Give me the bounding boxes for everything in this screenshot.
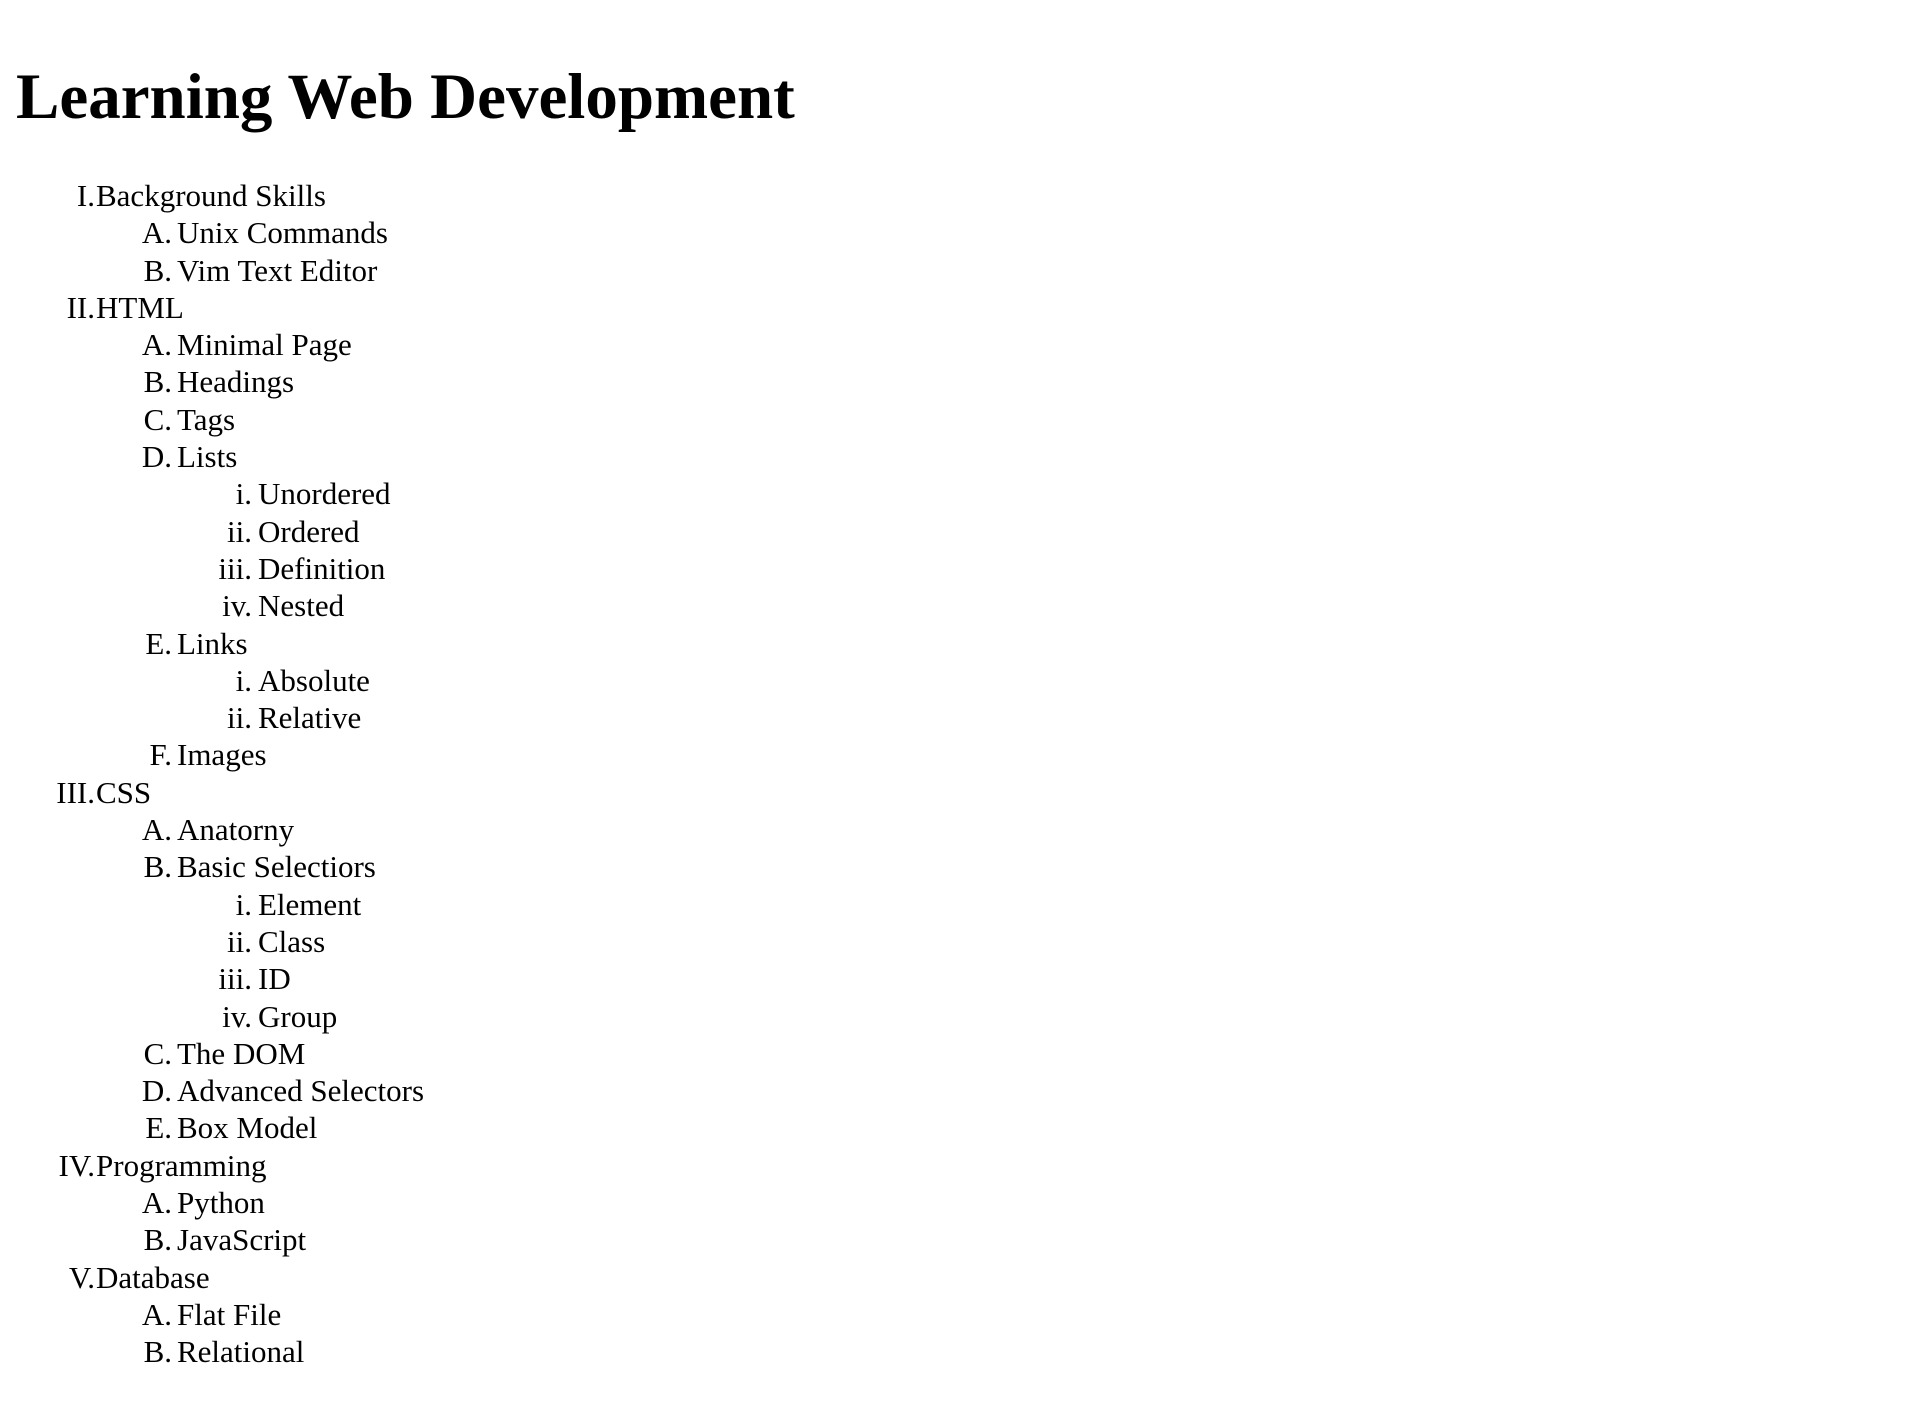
- outline-item-label: Advanced Selectors: [177, 1073, 425, 1109]
- outline-item-label: Unordered: [258, 476, 391, 512]
- outline-item-marker: A.: [141, 812, 172, 848]
- outline-item-marker: F.: [149, 737, 172, 773]
- outline-item-marker: ii.: [227, 513, 252, 549]
- outline-item-label: Images: [177, 737, 267, 773]
- outline-item-marker: i.: [235, 886, 252, 922]
- outline-item-marker: B.: [143, 1222, 172, 1258]
- outline-item-label: Element: [258, 886, 362, 922]
- outline-item-label: Unix Commands: [177, 215, 388, 251]
- outline-item-marker: i.: [235, 662, 252, 698]
- outline-item-label: ID: [258, 961, 291, 997]
- outline-item-marker: iv.: [222, 998, 252, 1034]
- outline-item-label: Anatorny: [177, 812, 295, 848]
- outline-item-marker: C.: [143, 1035, 172, 1071]
- outline-item-marker: iv.: [222, 588, 252, 624]
- outline-item-marker: A.: [141, 1185, 172, 1221]
- outline-item-marker: B.: [143, 1334, 172, 1370]
- outline-item-marker: E.: [145, 625, 172, 661]
- outline-item-label: Absolute: [258, 662, 370, 698]
- outline-item-marker: V.: [68, 1259, 95, 1295]
- outline-item-label: Ordered: [258, 513, 360, 549]
- outline-item-label: HTML: [96, 289, 184, 325]
- outline-item-marker: iii.: [218, 550, 252, 586]
- outline-item-marker: C.: [143, 401, 172, 437]
- outline-item-marker: E.: [145, 1110, 172, 1146]
- outline-item-marker: A.: [141, 327, 172, 363]
- outline-item-marker: D.: [141, 439, 172, 475]
- outline-item-marker: III.: [56, 774, 95, 810]
- outline-item-label: Headings: [177, 364, 295, 400]
- outline-item-marker: ii.: [227, 923, 252, 959]
- outline-item-label: Group: [258, 998, 338, 1034]
- outline-item-marker: ii.: [227, 700, 252, 736]
- outline-item-label: Vim Text Editor: [177, 252, 378, 288]
- outline-item-marker: D.: [141, 1073, 172, 1109]
- outline-item-label: Minimal Page: [177, 327, 352, 363]
- outline-item-label: Python: [177, 1185, 265, 1221]
- outline-item-marker: I.: [76, 178, 95, 213]
- outline-item-label: Tags: [177, 401, 236, 437]
- outline-item-label: Box Model: [177, 1110, 318, 1146]
- outline-item-label: Lists: [177, 439, 238, 475]
- outline-item-label: The DOM: [177, 1035, 306, 1071]
- outline-item-marker: A.: [141, 1296, 172, 1332]
- outline-item-label: Links: [177, 625, 248, 661]
- outline-item-label: Programming: [96, 1147, 267, 1183]
- outline-item-marker: IV.: [58, 1147, 95, 1183]
- outline-item-label: Definition: [258, 550, 386, 586]
- outline-item-label: CSS: [96, 774, 152, 810]
- outline-item-label: Relative: [258, 700, 362, 736]
- outline-item-label: Database: [96, 1259, 210, 1295]
- outline-item-marker: i.: [235, 476, 252, 512]
- outline-item-marker: B.: [143, 252, 172, 288]
- outline-item-marker: iii.: [218, 961, 252, 997]
- page-title: Learning Web Development: [16, 61, 795, 133]
- outline-item-label: Background Skills: [96, 178, 326, 213]
- outline-item-label: JavaScript: [177, 1222, 307, 1258]
- outline-item-marker: A.: [141, 215, 172, 251]
- outline-item-label: Relational: [177, 1334, 305, 1370]
- outline-item-marker: B.: [143, 364, 172, 400]
- outline-item-label: Class: [258, 923, 326, 959]
- outline-item-label: Nested: [258, 588, 345, 624]
- outline-item-marker: B.: [143, 849, 172, 885]
- outline-item-label: Basic Selectiors: [177, 849, 376, 885]
- outline-item-label: Flat File: [177, 1296, 282, 1332]
- outline-item-marker: II.: [66, 289, 95, 325]
